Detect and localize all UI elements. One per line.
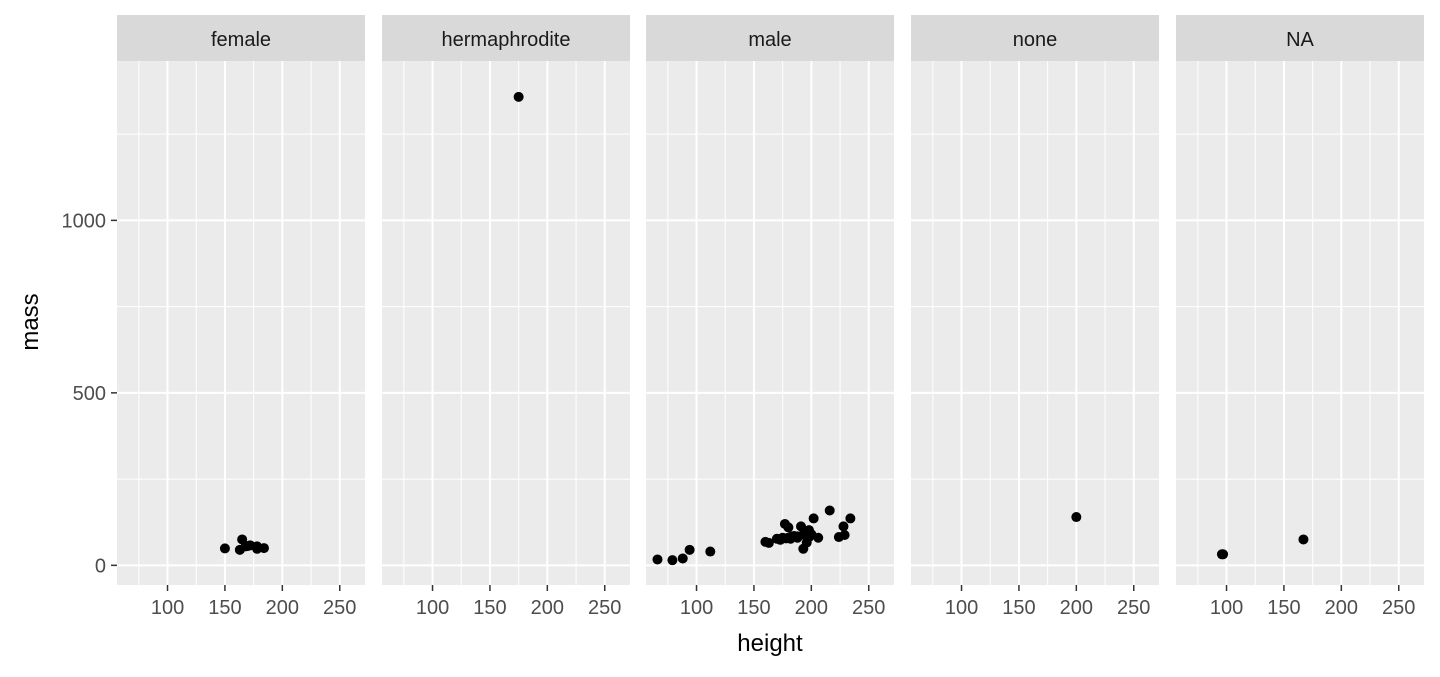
facet-strip <box>117 15 365 61</box>
data-point <box>513 91 524 102</box>
data-point <box>652 554 663 565</box>
x-tick-label: 250 <box>323 597 356 619</box>
y-axis-title: mass <box>17 293 44 350</box>
x-tick-label: 150 <box>208 597 241 619</box>
x-tick-label: 200 <box>795 597 828 619</box>
facet-strip <box>1176 15 1424 61</box>
data-point <box>808 513 819 524</box>
x-tick-label: 100 <box>1210 597 1243 619</box>
data-point <box>1218 549 1229 560</box>
panel-background <box>646 61 894 585</box>
x-tick-label: 100 <box>945 597 978 619</box>
facet-strip-label: male <box>748 29 791 51</box>
x-tick-label: 200 <box>531 597 564 619</box>
facet-panel-male: male 100 150 200 250 <box>646 15 894 619</box>
panel-background <box>911 61 1159 585</box>
facet-strip-label: NA <box>1286 29 1314 51</box>
data-point <box>838 521 849 532</box>
x-tick-label: 250 <box>588 597 621 619</box>
data-point <box>684 544 695 555</box>
facet-strip <box>382 15 630 61</box>
x-tick-label: 250 <box>852 597 885 619</box>
data-point <box>1298 534 1309 545</box>
x-tick-label: 250 <box>1382 597 1415 619</box>
facet-panel-none: none 100 150 200 250 <box>911 15 1159 619</box>
panel-background <box>382 61 630 585</box>
panel-background <box>1176 61 1424 585</box>
x-tick-label: 150 <box>1002 597 1035 619</box>
data-point <box>219 543 230 554</box>
x-tick-label: 200 <box>266 597 299 619</box>
x-tick-label: 150 <box>1267 597 1300 619</box>
data-point <box>796 521 806 532</box>
facet-strip <box>646 15 894 61</box>
facet-strip-label: hermaphrodite <box>442 29 571 51</box>
x-tick-label: 100 <box>151 597 184 619</box>
facet-panel-hermaphrodite: hermaphrodite 100 150 200 250 <box>382 15 630 619</box>
data-point <box>783 522 794 533</box>
data-point <box>824 505 835 516</box>
data-point <box>667 555 678 566</box>
y-tick-label: 0 <box>95 555 106 577</box>
data-point <box>839 529 850 540</box>
data-point <box>763 537 774 548</box>
data-point <box>845 513 856 524</box>
facet-panel-na: NA 100 150 200 250 <box>1176 15 1424 619</box>
x-tick-label: 100 <box>416 597 449 619</box>
y-tick-label: 1000 <box>62 210 107 232</box>
facet-strip-label: female <box>211 29 271 51</box>
facet-strip <box>911 15 1159 61</box>
x-axis-title: height <box>737 630 803 657</box>
y-tick-label: 500 <box>73 383 106 405</box>
data-point <box>677 553 688 564</box>
x-tick-label: 250 <box>1117 597 1150 619</box>
facet-panel-female: female 100 150 200 250 <box>117 15 365 619</box>
facet-strip-label: none <box>1013 29 1058 51</box>
x-tick-label: 150 <box>473 597 506 619</box>
data-point <box>1071 512 1082 523</box>
x-tick-label: 200 <box>1060 597 1093 619</box>
x-tick-label: 150 <box>737 597 770 619</box>
x-tick-label: 200 <box>1325 597 1358 619</box>
panel-background <box>117 61 365 585</box>
data-point <box>258 543 269 554</box>
data-point <box>705 546 716 557</box>
x-tick-label: 100 <box>680 597 713 619</box>
data-point <box>813 532 824 543</box>
